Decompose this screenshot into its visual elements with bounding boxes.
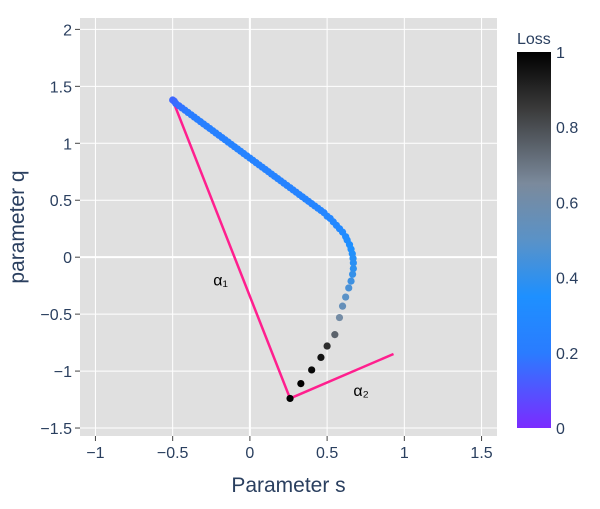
x-tick-label: 1.5 xyxy=(470,445,492,462)
scatter-point xyxy=(348,270,357,278)
y-tick-label: 0.5 xyxy=(50,193,72,210)
x-tick-label: −1 xyxy=(86,445,104,462)
x-tick-label: −0.5 xyxy=(157,445,189,462)
annotation-label: α₂ xyxy=(353,383,368,400)
plot-background xyxy=(80,18,497,436)
scatter-point xyxy=(349,264,357,273)
colorbar-tick-label: 0 xyxy=(556,421,565,438)
scatter-point xyxy=(338,302,347,310)
scatter-point xyxy=(308,366,316,374)
y-tick-label: −0.5 xyxy=(40,307,72,324)
scatter-point xyxy=(317,353,325,362)
y-axis-title: parameter q xyxy=(6,170,29,283)
colorbar-tick-label: 0.6 xyxy=(556,195,578,212)
scatter-point xyxy=(297,380,305,388)
colorbar-tick-label: 0.8 xyxy=(556,120,578,137)
scatter-point xyxy=(286,394,294,403)
y-tick-label: 1.5 xyxy=(50,79,72,96)
x-axis-title: Parameter s xyxy=(231,474,345,497)
scatter-point xyxy=(347,277,355,285)
colorbar xyxy=(517,52,551,428)
x-tick-label: 0.5 xyxy=(316,445,338,462)
colorbar-title: Loss xyxy=(517,31,551,48)
y-tick-label: 1 xyxy=(63,136,72,153)
colorbar-tick-label: 0.4 xyxy=(556,271,578,288)
y-tick-label: 0 xyxy=(63,250,72,267)
scatter-point xyxy=(323,342,331,350)
annotation-label: α₁ xyxy=(213,273,228,290)
scatter-point xyxy=(345,284,353,292)
x-tick-label: 1 xyxy=(400,445,409,462)
scatter-point xyxy=(342,293,350,301)
scatter-point xyxy=(349,259,357,267)
colorbar-tick-label: 0.2 xyxy=(556,346,578,363)
scatter-point xyxy=(335,313,344,322)
y-tick-label: −1 xyxy=(54,364,72,381)
colorbar-tick-label: 1 xyxy=(556,45,565,62)
scatter-point xyxy=(331,331,339,339)
y-tick-label: 2 xyxy=(63,22,72,39)
y-tick-label: −1.5 xyxy=(40,421,72,438)
x-tick-label: 0 xyxy=(245,445,254,462)
